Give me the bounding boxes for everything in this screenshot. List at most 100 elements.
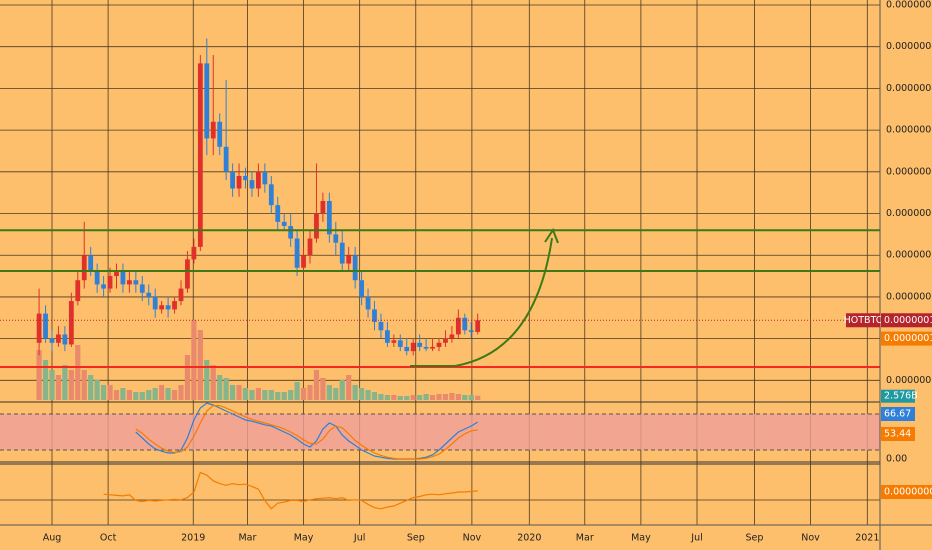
candle-body — [449, 334, 455, 339]
volume-bar — [307, 385, 313, 400]
price-label-box — [881, 313, 932, 328]
x-tick-label: Oct — [100, 533, 117, 544]
candle-body — [139, 284, 145, 293]
volume-bar — [178, 385, 184, 400]
volume-bar — [436, 394, 442, 400]
y-tick-label: 0.00000005 — [886, 375, 932, 386]
volume-bar — [229, 385, 236, 400]
candle-body — [294, 238, 300, 268]
stoch-value-label: 53.44 — [884, 429, 911, 440]
volume-bar — [223, 378, 229, 400]
candle-body — [275, 205, 281, 222]
arrow-head — [544, 227, 559, 244]
x-tick-label: Jul — [353, 533, 365, 544]
candle-body — [314, 213, 319, 239]
candle-body — [288, 226, 294, 239]
indicator-layer — [0, 401, 880, 510]
candle-body — [281, 221, 287, 227]
candle-body — [462, 317, 468, 331]
candle-body — [126, 280, 132, 285]
volume-bar — [313, 370, 320, 400]
volume-bar — [346, 375, 352, 400]
candle-body — [397, 340, 403, 347]
y-tick-label: 0.00000050 — [886, 0, 932, 11]
stoch-line — [135, 405, 478, 460]
volume-bar — [100, 385, 107, 400]
price-label: 0.00000012 — [884, 315, 932, 326]
candle-body — [430, 346, 435, 349]
candle-body — [178, 288, 184, 302]
volume-bar — [217, 375, 223, 400]
volume-bar — [184, 355, 191, 400]
volume-bar — [62, 365, 68, 400]
stoch-line — [135, 402, 479, 460]
projection-arrow — [410, 227, 559, 367]
y-tick-label: 0.00000035 — [886, 125, 932, 136]
candle-body — [249, 180, 255, 189]
symbol-label: HOTBTC — [844, 315, 883, 326]
volume-bar — [275, 392, 281, 400]
stoch-band — [0, 414, 880, 450]
candle-body — [339, 242, 345, 264]
candle-body — [210, 121, 216, 139]
volume-bar — [36, 350, 42, 400]
x-tick-label: 2020 — [517, 533, 541, 544]
candle-body — [81, 255, 87, 281]
x-tick-label: May — [631, 533, 651, 544]
x-tick-label: Nov — [801, 533, 820, 544]
candle-body — [333, 234, 339, 243]
label-layer: Aug Oct 2019 Mar May Jul Sep Nov 2020 Mar May Jul Se… — [43, 0, 932, 544]
volume-bar — [249, 390, 255, 400]
volume-bar — [468, 395, 474, 400]
stoch-label-box — [881, 427, 915, 441]
volume-bar — [262, 390, 268, 400]
candle-body — [36, 313, 42, 343]
volume-bar — [391, 395, 397, 400]
volume-layer — [36, 320, 481, 400]
candle-body — [436, 342, 442, 347]
volume-bar — [475, 395, 481, 400]
price-label: 0.00000010 — [884, 333, 932, 344]
volume-bar — [75, 345, 81, 400]
candle-body — [236, 175, 242, 189]
candle-body — [423, 346, 429, 349]
candle-layer — [36, 38, 481, 356]
candle-body — [230, 171, 235, 189]
candle-body — [346, 255, 352, 264]
oscillator-line — [103, 471, 478, 510]
candle-body — [88, 255, 94, 272]
volume-bar — [423, 394, 429, 400]
candle-body — [204, 63, 210, 139]
volume-bar — [300, 388, 307, 400]
candle-body — [101, 284, 106, 289]
volume-bar — [68, 370, 74, 400]
volume-bar — [326, 385, 332, 400]
volume-bar — [42, 360, 49, 400]
candle-body — [410, 342, 416, 352]
candle-body — [159, 305, 165, 310]
volume-bar — [236, 385, 242, 400]
volume-bar — [159, 385, 165, 400]
symbol-tag — [846, 313, 880, 328]
stoch-label-box — [881, 407, 915, 421]
candle-body — [320, 201, 326, 214]
candle-body — [172, 301, 177, 310]
price-label-box — [881, 331, 932, 346]
volume-bar — [384, 395, 390, 400]
osc-tick-label: 0.00000005 — [884, 487, 932, 498]
candle-body — [268, 184, 274, 206]
candle-body — [455, 317, 461, 335]
y-tick-label: 0.00000040 — [886, 83, 932, 94]
volume-bar — [333, 388, 339, 400]
x-tick-label: 2021 — [855, 533, 879, 544]
volume-label-box — [881, 389, 915, 403]
volume-bar — [352, 385, 358, 400]
volume-bar — [429, 395, 436, 400]
candle-body — [43, 313, 48, 339]
candle-body — [185, 259, 190, 289]
volume-bar — [268, 390, 274, 400]
volume-bar — [242, 388, 249, 400]
y-tick-label: 0.00000045 — [886, 41, 932, 52]
candle-body — [120, 271, 126, 285]
